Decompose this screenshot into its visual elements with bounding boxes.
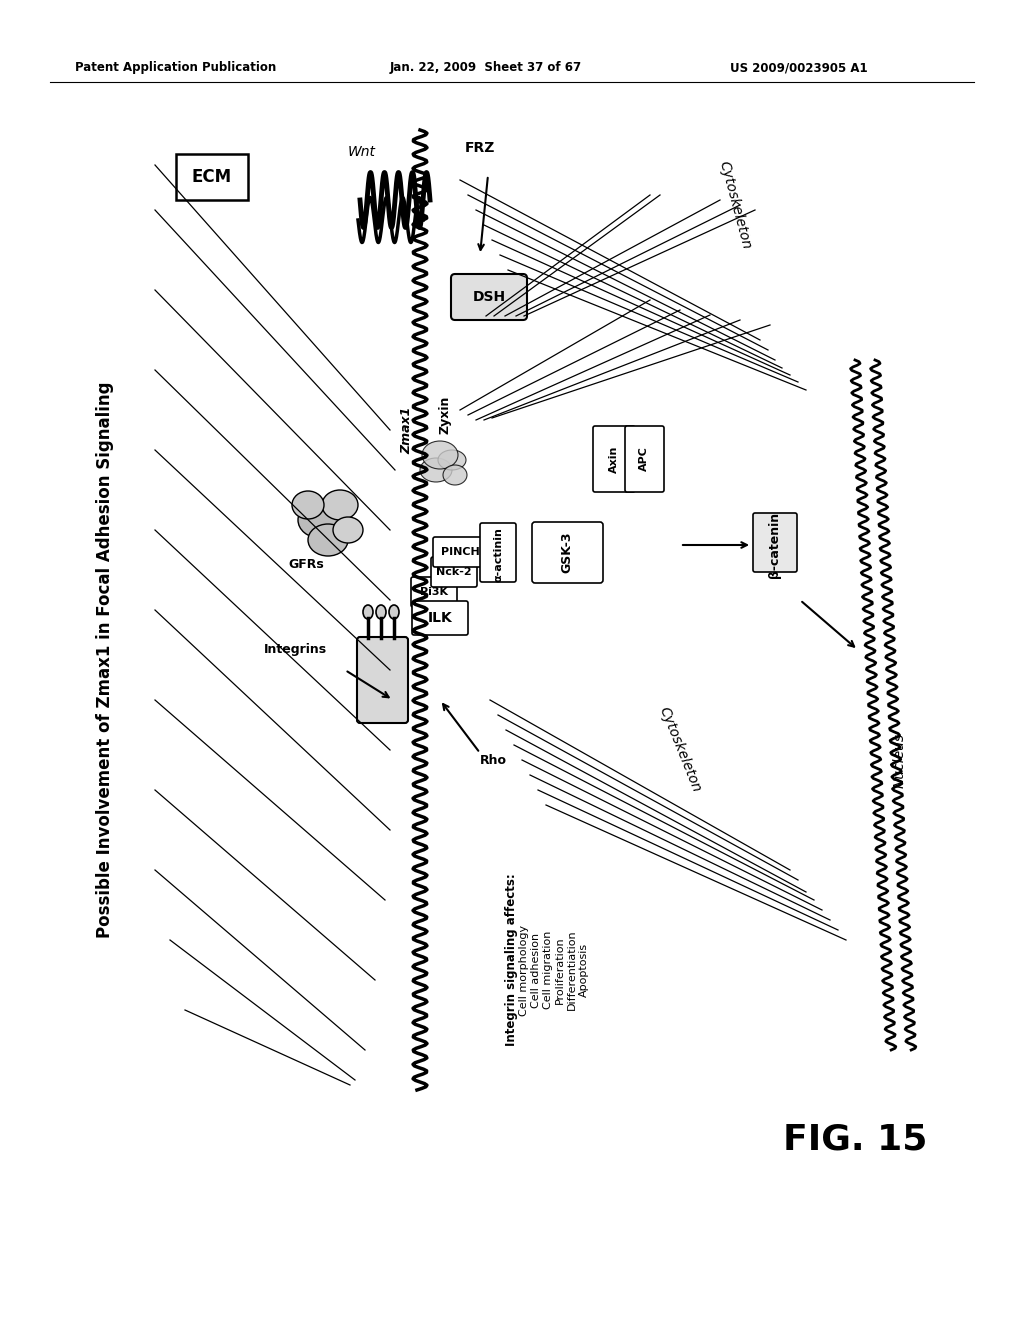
Text: Cytoskeleton: Cytoskeleton: [656, 705, 703, 795]
Text: GSK-3: GSK-3: [560, 531, 573, 573]
Ellipse shape: [443, 465, 467, 484]
Text: Jan. 22, 2009  Sheet 37 of 67: Jan. 22, 2009 Sheet 37 of 67: [390, 62, 582, 74]
FancyBboxPatch shape: [357, 638, 408, 723]
Text: Zyxin: Zyxin: [438, 396, 452, 434]
Text: PINCH: PINCH: [440, 546, 479, 557]
FancyBboxPatch shape: [411, 577, 457, 607]
Text: ECM: ECM: [191, 168, 232, 186]
FancyBboxPatch shape: [753, 513, 797, 572]
Text: Nucleus: Nucleus: [893, 733, 907, 788]
Text: Integrin signaling affects:: Integrin signaling affects:: [505, 874, 518, 1047]
Ellipse shape: [362, 605, 373, 619]
FancyBboxPatch shape: [625, 426, 664, 492]
Text: Axin: Axin: [609, 445, 618, 473]
Text: Integrins: Integrins: [263, 644, 327, 656]
Text: FRZ: FRZ: [465, 141, 496, 154]
Ellipse shape: [422, 441, 458, 469]
Text: APC: APC: [639, 446, 649, 471]
Text: Apoptosis: Apoptosis: [579, 942, 589, 997]
FancyBboxPatch shape: [412, 601, 468, 635]
FancyBboxPatch shape: [480, 523, 516, 582]
Ellipse shape: [438, 450, 466, 470]
FancyBboxPatch shape: [176, 154, 248, 201]
Text: Proliferation: Proliferation: [555, 936, 565, 1003]
FancyBboxPatch shape: [532, 521, 603, 583]
Text: Pi3K: Pi3K: [420, 587, 449, 597]
FancyBboxPatch shape: [451, 275, 527, 319]
Ellipse shape: [376, 605, 386, 619]
Ellipse shape: [298, 502, 342, 539]
Text: GFRs: GFRs: [288, 558, 324, 572]
Ellipse shape: [292, 491, 324, 519]
Text: Cytoskeleton: Cytoskeleton: [717, 160, 754, 251]
Text: Rho: Rho: [479, 754, 507, 767]
Text: DSH: DSH: [472, 290, 506, 304]
Text: Possible Involvement of Zmax1 in Focal Adhesion Signaling: Possible Involvement of Zmax1 in Focal A…: [96, 381, 114, 939]
Text: ILK: ILK: [428, 611, 453, 624]
Text: FIG. 15: FIG. 15: [782, 1123, 927, 1158]
Text: Differentiation: Differentiation: [567, 929, 577, 1010]
Ellipse shape: [420, 458, 452, 482]
Text: Cell adhesion: Cell adhesion: [531, 932, 541, 1007]
Text: Patent Application Publication: Patent Application Publication: [75, 62, 276, 74]
FancyBboxPatch shape: [431, 557, 477, 587]
Text: β-catenin: β-catenin: [768, 512, 781, 578]
Text: Nck-2: Nck-2: [436, 568, 472, 577]
Ellipse shape: [333, 517, 362, 543]
FancyBboxPatch shape: [593, 426, 635, 492]
Text: Cell migration: Cell migration: [543, 931, 553, 1010]
Ellipse shape: [322, 490, 358, 520]
FancyBboxPatch shape: [433, 537, 487, 568]
Text: α-actinin: α-actinin: [493, 528, 503, 582]
Text: Zmax1: Zmax1: [400, 407, 414, 454]
Ellipse shape: [389, 605, 399, 619]
Text: Cell morphology: Cell morphology: [519, 924, 529, 1015]
Text: US 2009/0023905 A1: US 2009/0023905 A1: [730, 62, 867, 74]
Ellipse shape: [308, 524, 348, 556]
Text: Wnt: Wnt: [348, 145, 376, 158]
